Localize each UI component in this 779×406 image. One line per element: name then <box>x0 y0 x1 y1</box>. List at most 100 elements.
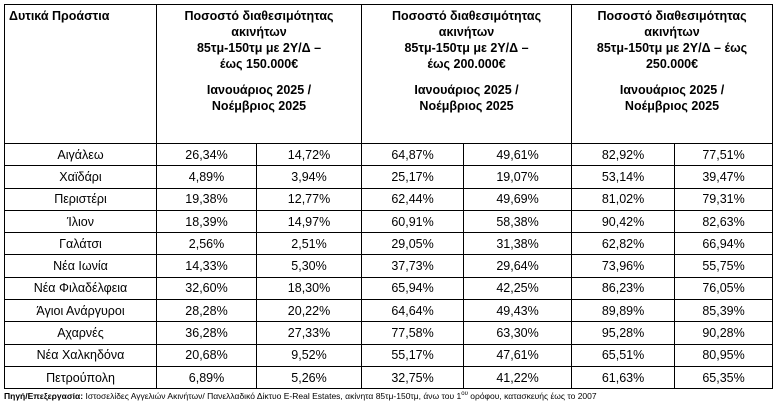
table-row: Περιστέρι 19,38% 12,77% 62,44% 49,69% 81,02% 7… <box>4 187 774 211</box>
percentage-cell: 64,64% <box>361 299 465 323</box>
group-header-200k: Ποσοστό διαθεσιμότητας ακινήτων 85τμ-150… <box>361 4 573 144</box>
group-header-250k: Ποσοστό διαθεσιμότητας ακινήτων 85τμ-150… <box>571 4 774 144</box>
group-header-period: Ιανουάριος 2025 / Νοέμβριος 2025 <box>362 82 571 114</box>
percentage-cell: 28,28% <box>156 299 257 323</box>
percentage-cell: 29,64% <box>463 254 573 278</box>
header-line: Ποσοστό διαθεσιμότητας <box>391 9 542 23</box>
percentage-cell: 41,22% <box>463 365 573 390</box>
header-line: 85τμ-150τμ με 2Υ/Δ – <box>404 41 529 55</box>
percentage-cell: 95,28% <box>571 321 676 345</box>
percentage-cell: 81,02% <box>571 187 676 211</box>
percentage-cell: 4,89% <box>156 165 257 189</box>
header-line: ακινήτων <box>438 25 495 39</box>
group-header-period: Ιανουάριος 2025 / Νοέμβριος 2025 <box>157 82 361 114</box>
table-row: Νέα Φιλαδέλφεια 32,60% 18,30% 65,94% 42,25% 8… <box>4 276 774 301</box>
period-line: Νοέμβριος 2025 <box>624 99 720 113</box>
percentage-cell: 55,17% <box>361 343 465 367</box>
percentage-cell: 85,39% <box>674 299 774 323</box>
header-line: ακινήτων <box>231 25 287 39</box>
percentage-cell: 77,51% <box>674 142 774 167</box>
source-text-end: ορόφου, κατασκευής έως το 2007 <box>467 391 597 401</box>
percentage-cell: 2,51% <box>255 232 363 256</box>
area-name-cell: Νέα Φιλαδέλφεια <box>4 276 157 301</box>
percentage-cell: 14,33% <box>156 254 257 278</box>
table-header-row: Δυτικά Προάστια Ποσοστό διαθεσιμότητας α… <box>4 4 774 144</box>
percentage-cell: 20,22% <box>255 299 363 323</box>
percentage-cell: 49,43% <box>463 299 573 323</box>
percentage-cell: 65,94% <box>361 276 465 301</box>
percentage-cell: 20,68% <box>156 343 257 367</box>
header-line: 85τμ-150τμ με 2Υ/Δ – <box>196 41 322 55</box>
table-row: Αιγάλεω 26,34% 14,72% 64,87% 49,61% 82,92% 77,… <box>4 142 774 167</box>
percentage-cell: 62,44% <box>361 187 465 211</box>
area-name-cell: Νέα Ιωνία <box>4 254 157 278</box>
percentage-cell: 26,34% <box>156 142 257 167</box>
percentage-cell: 18,39% <box>156 209 257 234</box>
source-text: Ιστοσελίδες Αγγελιών Ακινήτων/ Πανελλαδι… <box>83 391 462 401</box>
percentage-cell: 32,60% <box>156 276 257 301</box>
percentage-cell: 86,23% <box>571 276 676 301</box>
table-row: Γαλάτσι 2,56% 2,51% 29,05% 31,38% 62,82% 66,94… <box>4 232 774 256</box>
group-header-title: Ποσοστό διαθεσιμότητας ακινήτων 85τμ-150… <box>362 5 571 72</box>
table-body: Αιγάλεω 26,34% 14,72% 64,87% 49,61% 82,92% 77,… <box>4 142 774 390</box>
percentage-cell: 79,31% <box>674 187 774 211</box>
percentage-cell: 55,75% <box>674 254 774 278</box>
percentage-cell: 89,89% <box>571 299 676 323</box>
percentage-cell: 64,87% <box>361 142 465 167</box>
availability-table: Δυτικά Προάστια Ποσοστό διαθεσιμότητας α… <box>4 4 774 390</box>
area-name-cell: Ίλιον <box>4 209 157 234</box>
percentage-cell: 18,30% <box>255 276 363 301</box>
percentage-cell: 65,51% <box>571 343 676 367</box>
header-line: έως 150.000€ <box>219 57 299 71</box>
source-superscript: ου <box>461 391 468 397</box>
percentage-cell: 73,96% <box>571 254 676 278</box>
percentage-cell: 58,38% <box>463 209 573 234</box>
percentage-cell: 76,05% <box>674 276 774 301</box>
group-header-title: Ποσοστό διαθεσιμότητας ακινήτων 85τμ-150… <box>157 5 361 72</box>
percentage-cell: 37,73% <box>361 254 465 278</box>
header-line: έως 200.000€ <box>427 57 506 71</box>
source-footnote: Πηγή/Επεξεργασία: Ιστοσελίδες Αγγελιών Α… <box>4 391 597 402</box>
percentage-cell: 49,61% <box>463 142 573 167</box>
percentage-cell: 90,28% <box>674 321 774 345</box>
percentage-cell: 19,38% <box>156 187 257 211</box>
percentage-cell: 3,94% <box>255 165 363 189</box>
table-row: Νέα Χαλκηδόνα 20,68% 9,52% 55,17% 47,61% 65,5… <box>4 343 774 367</box>
table-row: Πετρούπολη 6,89% 5,26% 32,75% 41,22% 61,63% 65… <box>4 365 774 390</box>
area-name-cell: Πετρούπολη <box>4 365 157 390</box>
percentage-cell: 47,61% <box>463 343 573 367</box>
table-row: Άγιοι Ανάργυροι 28,28% 20,22% 64,64% 49,43% 8… <box>4 299 774 323</box>
area-name-cell: Γαλάτσι <box>4 232 157 256</box>
percentage-cell: 82,92% <box>571 142 676 167</box>
area-name-cell: Νέα Χαλκηδόνα <box>4 343 157 367</box>
period-line: Ιανουάριος 2025 / <box>619 83 725 97</box>
percentage-cell: 29,05% <box>361 232 465 256</box>
area-header-text: Δυτικά Προάστια <box>9 9 110 23</box>
percentage-cell: 25,17% <box>361 165 465 189</box>
area-name-cell: Χαϊδάρι <box>4 165 157 189</box>
percentage-cell: 82,63% <box>674 209 774 234</box>
header-line: Ποσοστό διαθεσιμότητας <box>184 9 334 23</box>
area-name-cell: Αχαρνές <box>4 321 157 345</box>
percentage-cell: 2,56% <box>156 232 257 256</box>
percentage-cell: 6,89% <box>156 365 257 390</box>
percentage-cell: 32,75% <box>361 365 465 390</box>
group-header-title: Ποσοστό διαθεσιμότητας ακινήτων 85τμ-150… <box>572 5 772 72</box>
period-line: Νοέμβριος 2025 <box>419 99 514 113</box>
group-header-150k: Ποσοστό διαθεσιμότητας ακινήτων 85τμ-150… <box>155 4 363 144</box>
header-line: ακινήτων <box>644 25 700 39</box>
source-label: Πηγή/Επεξεργασία: <box>4 391 84 401</box>
header-line: 250.000€ <box>645 57 699 71</box>
percentage-cell: 65,35% <box>674 365 774 390</box>
percentage-cell: 77,58% <box>361 321 465 345</box>
area-name-cell: Άγιοι Ανάργυροι <box>4 299 157 323</box>
table-row: Χαϊδάρι 4,89% 3,94% 25,17% 19,07% 53,14% 39,47… <box>4 165 774 189</box>
percentage-cell: 61,63% <box>571 365 676 390</box>
table-row: Ίλιον 18,39% 14,97% 60,91% 58,38% 90,42% 82,63… <box>4 209 774 234</box>
percentage-cell: 63,30% <box>463 321 573 345</box>
area-name-cell: Περιστέρι <box>4 187 157 211</box>
percentage-cell: 31,38% <box>463 232 573 256</box>
percentage-cell: 27,33% <box>255 321 363 345</box>
period-line: Νοέμβριος 2025 <box>211 99 307 113</box>
